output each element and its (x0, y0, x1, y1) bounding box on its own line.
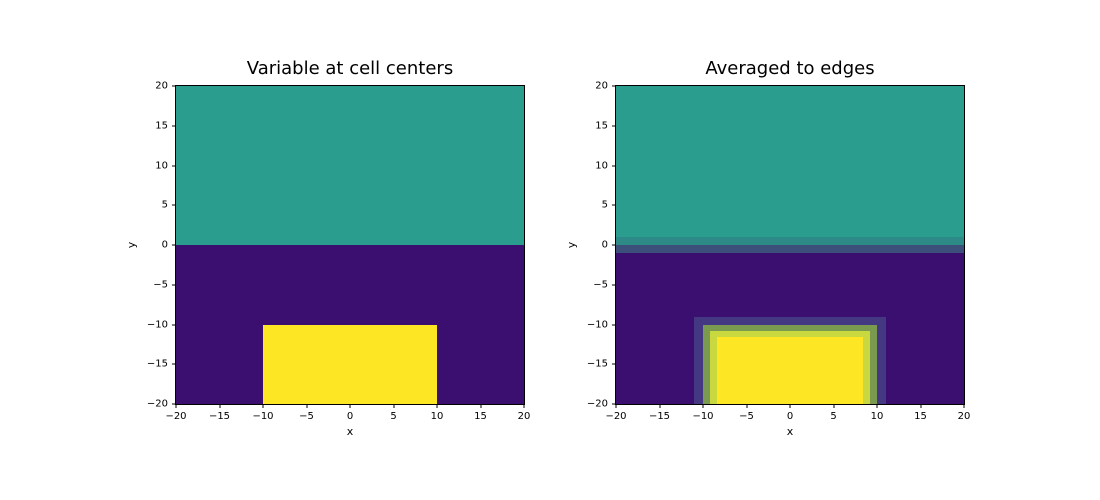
y-tick-label: 20 (155, 81, 168, 92)
x-tick-mark (176, 404, 177, 408)
subplot-left-ylabel: y (125, 242, 138, 249)
x-tick-label: −20 (165, 411, 186, 422)
y-tick-mark (612, 165, 616, 166)
subplot-left-xlabel: x (176, 425, 524, 438)
y-tick-mark (612, 324, 616, 325)
y-tick-mark (172, 205, 176, 206)
plot-area-right (616, 86, 964, 404)
x-tick-label: 15 (474, 411, 487, 422)
x-tick-label: 0 (347, 411, 353, 422)
y-tick-mark (612, 86, 616, 87)
y-tick-mark (172, 245, 176, 246)
plot-area-left (176, 86, 524, 404)
y-tick-label: 15 (595, 120, 608, 131)
x-tick-label: 10 (431, 411, 444, 422)
x-tick-label: 5 (390, 411, 396, 422)
heatmap-region (176, 86, 524, 245)
y-tick-mark (172, 165, 176, 166)
x-tick-mark (480, 404, 481, 408)
heatmap-region (616, 86, 964, 237)
heatmap-region (717, 337, 863, 404)
heatmap-region (616, 237, 964, 245)
x-tick-label: 0 (787, 411, 793, 422)
subplot-right-xlabel: x (616, 425, 964, 438)
subplot-left-title: Variable at cell centers (176, 58, 524, 79)
x-tick-mark (790, 404, 791, 408)
x-tick-mark (616, 404, 617, 408)
y-tick-mark (612, 284, 616, 285)
x-tick-label: 20 (958, 411, 971, 422)
x-tick-mark (746, 404, 747, 408)
x-tick-mark (920, 404, 921, 408)
x-tick-label: 5 (830, 411, 836, 422)
y-tick-label: −20 (587, 399, 608, 410)
x-tick-mark (219, 404, 220, 408)
figure: Variable at cell centers x y −20 −15 −10 −5… (0, 0, 1100, 500)
x-tick-mark (263, 404, 264, 408)
x-tick-mark (306, 404, 307, 408)
y-tick-mark (172, 284, 176, 285)
y-tick-mark (612, 205, 616, 206)
y-tick-label: 10 (155, 160, 168, 171)
subplot-left: Variable at cell centers x y −20−15−10−5… (175, 85, 525, 405)
x-tick-mark (703, 404, 704, 408)
y-tick-label: −15 (147, 359, 168, 370)
x-tick-label: −5 (299, 411, 314, 422)
y-tick-label: −5 (153, 279, 168, 290)
subplot-right: Averaged to edges x y −20−15−10−50510152… (615, 85, 965, 405)
x-tick-mark (833, 404, 834, 408)
y-tick-label: 0 (162, 240, 168, 251)
y-tick-label: 5 (162, 200, 168, 211)
y-tick-mark (612, 245, 616, 246)
subplot-right-title: Averaged to edges (616, 58, 964, 79)
x-tick-mark (437, 404, 438, 408)
y-tick-label: 15 (155, 120, 168, 131)
x-tick-label: 20 (518, 411, 531, 422)
y-tick-mark (172, 125, 176, 126)
x-tick-mark (393, 404, 394, 408)
y-tick-mark (172, 86, 176, 87)
y-tick-label: 0 (602, 240, 608, 251)
y-tick-label: −15 (587, 359, 608, 370)
x-tick-label: −10 (252, 411, 273, 422)
y-tick-label: −20 (147, 399, 168, 410)
y-tick-label: −5 (593, 279, 608, 290)
x-tick-mark (964, 404, 965, 408)
heatmap-region (616, 245, 964, 253)
y-tick-label: −10 (587, 319, 608, 330)
y-tick-mark (612, 404, 616, 405)
y-tick-label: 5 (602, 200, 608, 211)
y-tick-label: 10 (595, 160, 608, 171)
subplot-right-ylabel: y (565, 242, 578, 249)
x-tick-label: −5 (739, 411, 754, 422)
x-tick-mark (350, 404, 351, 408)
y-tick-mark (612, 364, 616, 365)
y-tick-mark (172, 324, 176, 325)
x-tick-label: −15 (649, 411, 670, 422)
y-tick-label: 20 (595, 81, 608, 92)
y-tick-label: −10 (147, 319, 168, 330)
x-tick-mark (659, 404, 660, 408)
x-tick-label: −20 (605, 411, 626, 422)
x-tick-label: 15 (914, 411, 927, 422)
x-tick-mark (877, 404, 878, 408)
x-tick-mark (524, 404, 525, 408)
x-tick-label: −15 (209, 411, 230, 422)
y-tick-mark (612, 125, 616, 126)
heatmap-region (263, 325, 437, 405)
y-tick-mark (172, 404, 176, 405)
x-tick-label: 10 (871, 411, 884, 422)
x-tick-label: −10 (692, 411, 713, 422)
y-tick-mark (172, 364, 176, 365)
